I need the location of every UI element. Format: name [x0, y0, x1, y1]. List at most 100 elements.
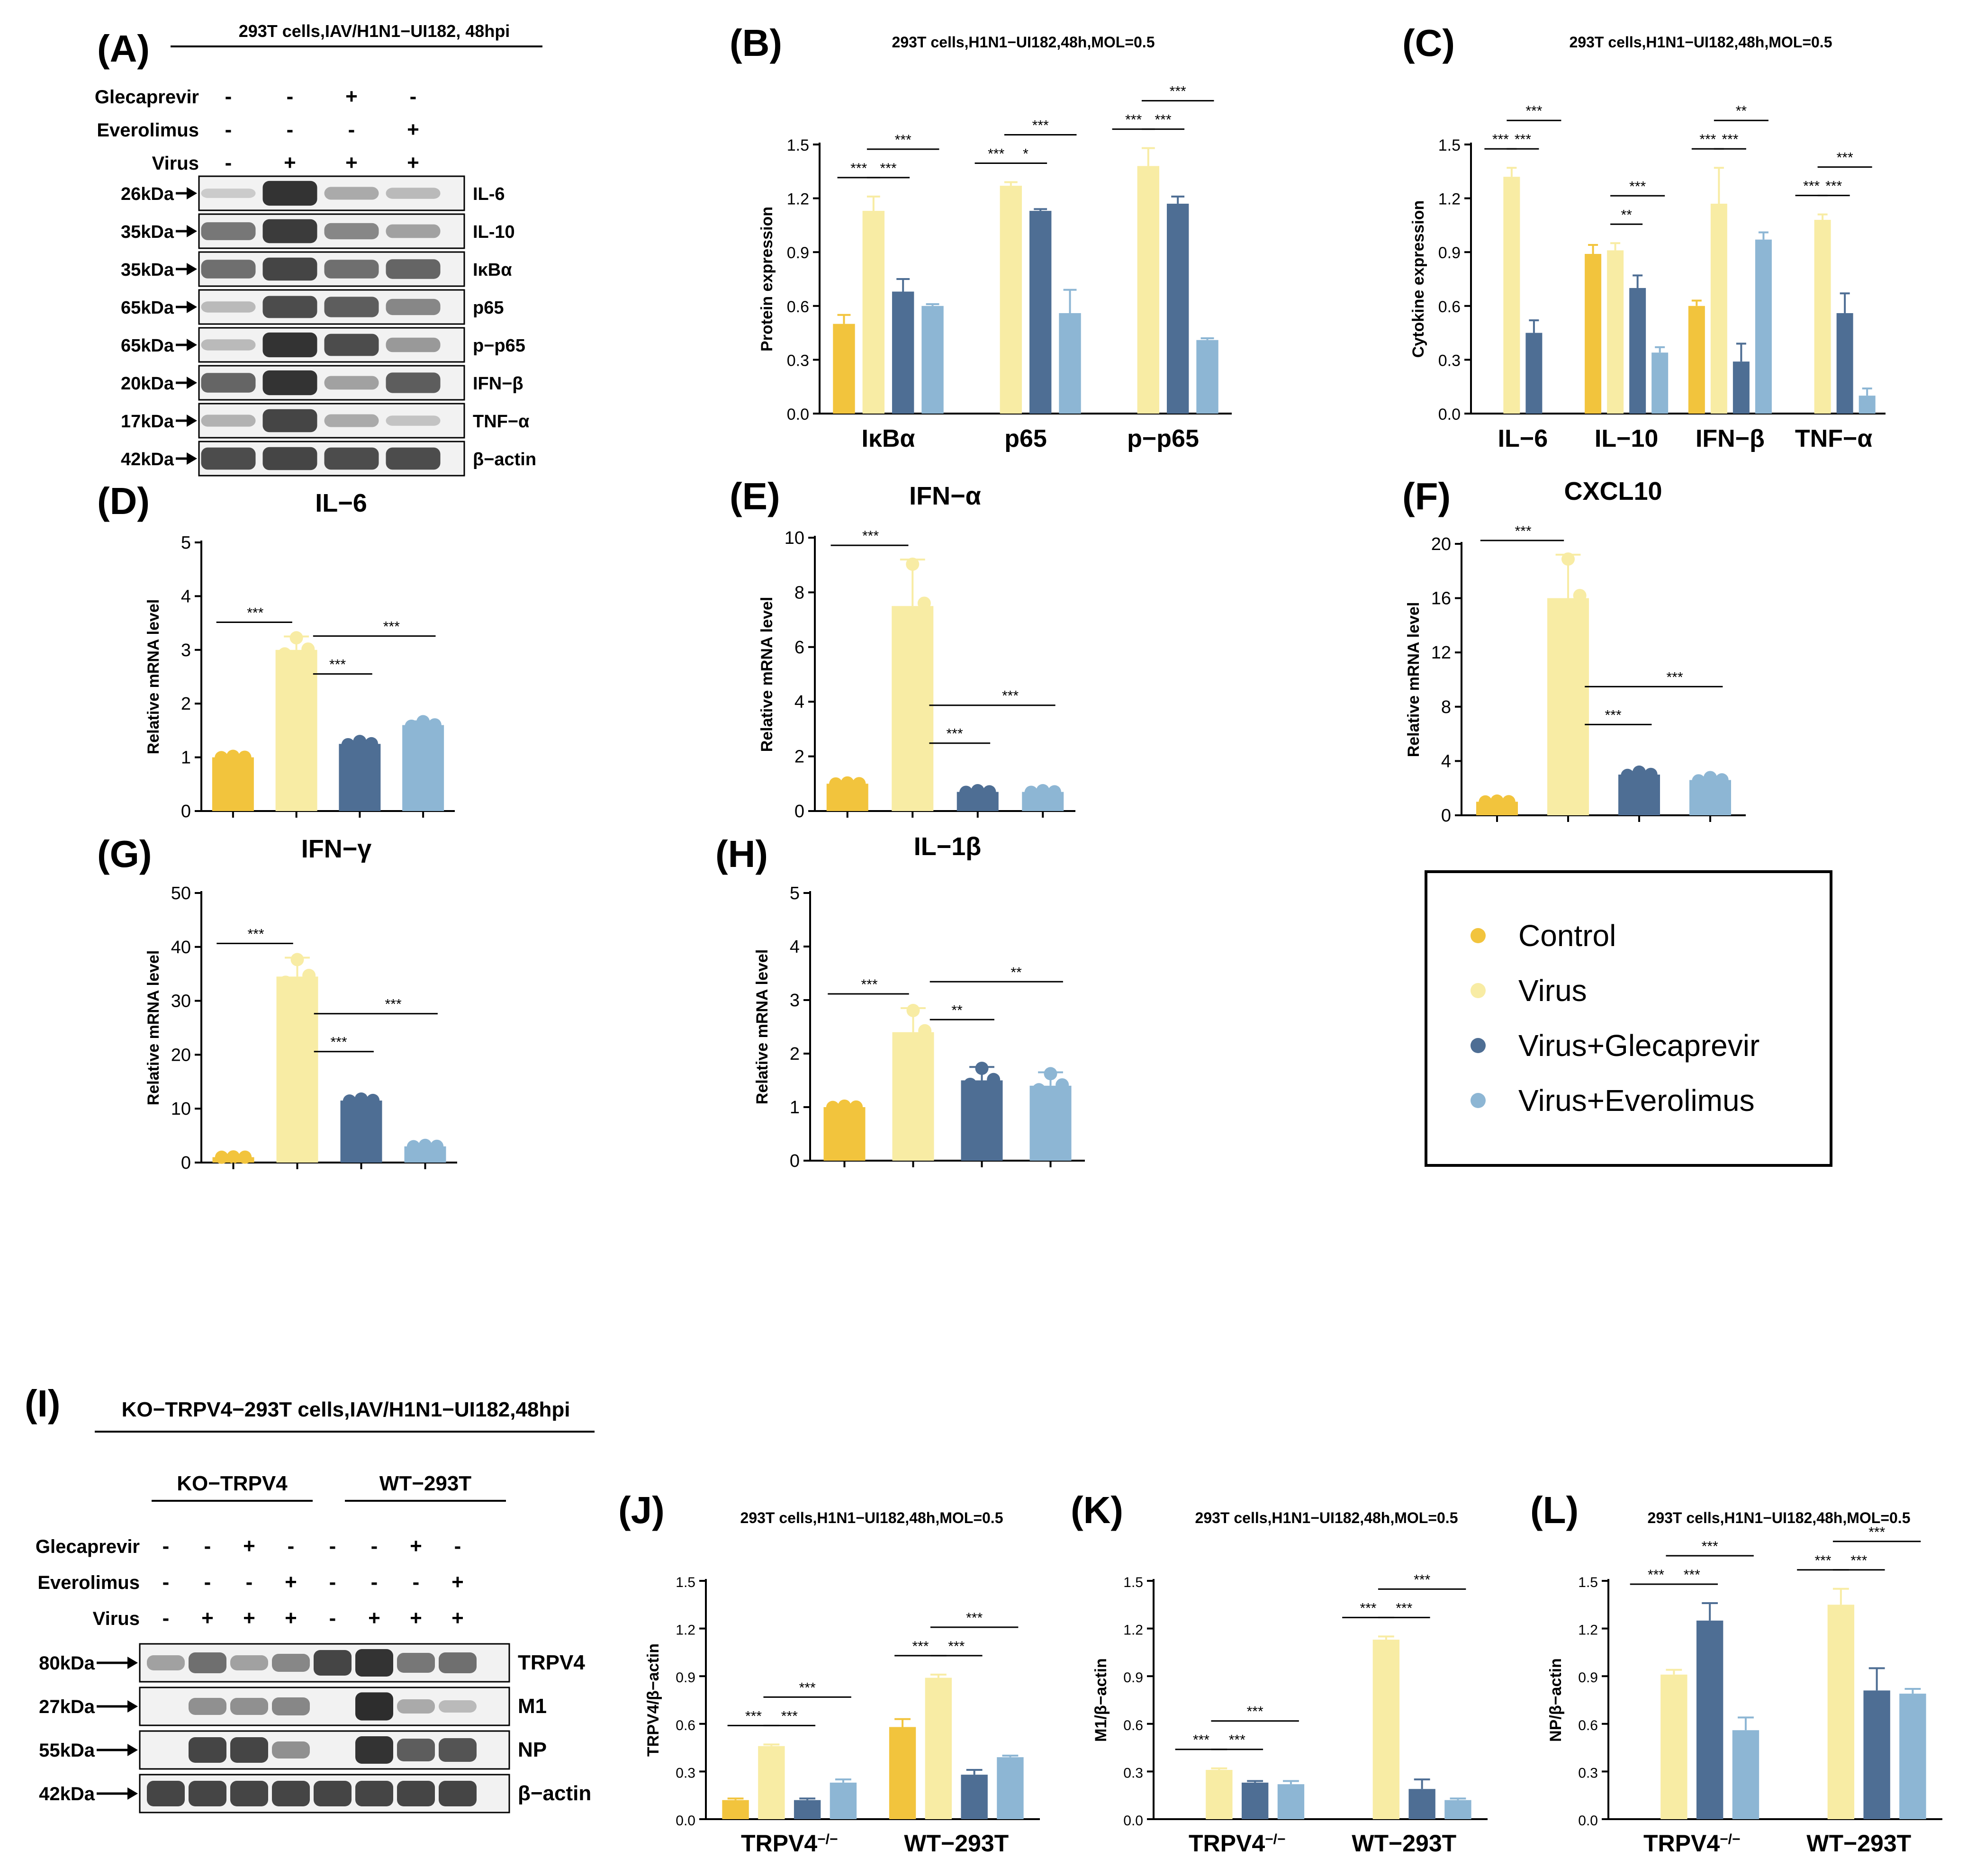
protein-band: [262, 219, 317, 244]
protein-band: [189, 1737, 226, 1763]
data-point: [1715, 773, 1729, 787]
legend-marker: [1471, 928, 1486, 943]
protein-band: [262, 370, 317, 396]
y-tick-label: 0.6: [787, 298, 809, 316]
protein-band: [272, 1781, 310, 1806]
y-tick-label: 40: [171, 938, 191, 957]
category-label: TRPV4−/−: [1189, 1830, 1286, 1857]
treatment-sign: +: [410, 1606, 422, 1630]
treatment-sign: -: [371, 1570, 378, 1594]
panel-letter: (A): [97, 27, 150, 70]
data-point: [301, 642, 315, 656]
data-point: [1024, 785, 1038, 799]
bar: [961, 1775, 988, 1819]
protein-band: [262, 409, 317, 433]
blot-strip: [198, 175, 465, 211]
bar: [1827, 1605, 1855, 1819]
kda-label: 17kDa: [121, 412, 174, 432]
y-tick-label: 0.6: [1123, 1718, 1143, 1733]
treatment-label: Everolimus: [97, 120, 199, 141]
legend-label: Virus: [1518, 974, 1587, 1008]
kda-arrow-icon: [127, 1787, 138, 1800]
y-tick-label: 10: [171, 1099, 191, 1119]
significance-label: ***: [1515, 523, 1531, 539]
y-tick-label: 0: [181, 1153, 191, 1173]
chart-title: IL−1β: [914, 832, 982, 861]
bar: [1696, 1620, 1723, 1819]
y-tick-label: 0.0: [1123, 1813, 1143, 1829]
data-point: [354, 1092, 368, 1106]
protein-band: [439, 1781, 477, 1806]
bar: [340, 1100, 382, 1163]
protein-band: [262, 257, 317, 281]
significance-label: ***: [1850, 1553, 1867, 1569]
protein-band: [272, 1741, 310, 1759]
protein-band: [189, 1652, 226, 1673]
category-label: IL−10: [1595, 425, 1658, 452]
legend-marker: [1471, 1093, 1486, 1108]
protein-name: β−actin: [473, 450, 536, 469]
protein-band: [324, 376, 379, 390]
y-tick-label: 0.0: [787, 406, 809, 424]
y-tick-label: 20: [1431, 534, 1451, 554]
chart-k: (K) 293T cells,H1N1−UI182,48h,MOL=0.5 0.0 0…: [1071, 1489, 1488, 1857]
bar: [961, 1080, 1003, 1161]
y-tick-label: 0.0: [1578, 1813, 1598, 1829]
protein-band: [230, 1737, 268, 1763]
kda-label: 80kDa: [39, 1653, 95, 1674]
data-point: [959, 785, 973, 799]
protein-name: TRPV4: [518, 1651, 585, 1674]
significance-label: ***: [745, 1708, 762, 1724]
bar: [1755, 239, 1772, 414]
panel-letter: (B): [730, 22, 782, 64]
data-point: [1479, 795, 1492, 809]
y-tick-label: 50: [171, 884, 191, 903]
bar: [1444, 1800, 1471, 1819]
y-tick-label: 2: [181, 694, 191, 714]
bar: [830, 1782, 857, 1819]
bar: [1525, 333, 1543, 414]
legend-label: Virus+Everolimus: [1518, 1083, 1755, 1118]
chart-title: IL−6: [315, 489, 367, 517]
legend-label: Control: [1518, 919, 1616, 953]
significance-label: ***: [1699, 132, 1716, 147]
protein-band: [355, 1736, 393, 1764]
data-point: [917, 596, 931, 610]
protein-name: p65: [473, 298, 504, 318]
protein-band: [355, 1781, 393, 1806]
bar: [921, 306, 944, 414]
significance-label: ***: [799, 1680, 816, 1696]
kda-arrow-icon: [187, 452, 197, 465]
protein-band: [201, 373, 256, 393]
y-tick-label: 0.0: [676, 1813, 695, 1829]
data-point: [971, 784, 984, 798]
y-axis-label: Protein expression: [758, 207, 776, 352]
kda-label: 65kDa: [121, 298, 174, 318]
significance-label: **: [1621, 207, 1632, 223]
treatment-sign: -: [287, 118, 294, 141]
significance-label: ***: [330, 1035, 347, 1050]
data-point: [1032, 1083, 1046, 1097]
protein-name: IFN−β: [473, 374, 523, 394]
y-axis-label: Relative mRNA level: [144, 950, 162, 1106]
protein-band: [189, 1781, 226, 1806]
chart-g: (G) IFN−γ 0 10 20 30 40 50 Relative mRNA level **…: [97, 833, 457, 1173]
treatment-sign: +: [243, 1534, 255, 1558]
bar: [275, 649, 317, 811]
data-point: [430, 1139, 444, 1153]
protein-band: [201, 260, 256, 279]
y-tick-label: 4: [1441, 751, 1451, 771]
data-point: [1621, 768, 1634, 782]
category-label: TNF−α: [1795, 425, 1872, 452]
blot-title: KO−TRPV4−293T cells,IAV/H1N1−UI182,48hpi: [122, 1398, 570, 1421]
data-point: [1036, 784, 1050, 798]
protein-band: [324, 447, 379, 470]
kda-arrow-icon: [127, 1657, 138, 1669]
treatment-label: Glecaprevir: [95, 87, 199, 108]
protein-band: [272, 1654, 310, 1672]
data-point: [975, 1062, 989, 1075]
bar: [402, 725, 444, 811]
protein-band: [386, 447, 441, 470]
